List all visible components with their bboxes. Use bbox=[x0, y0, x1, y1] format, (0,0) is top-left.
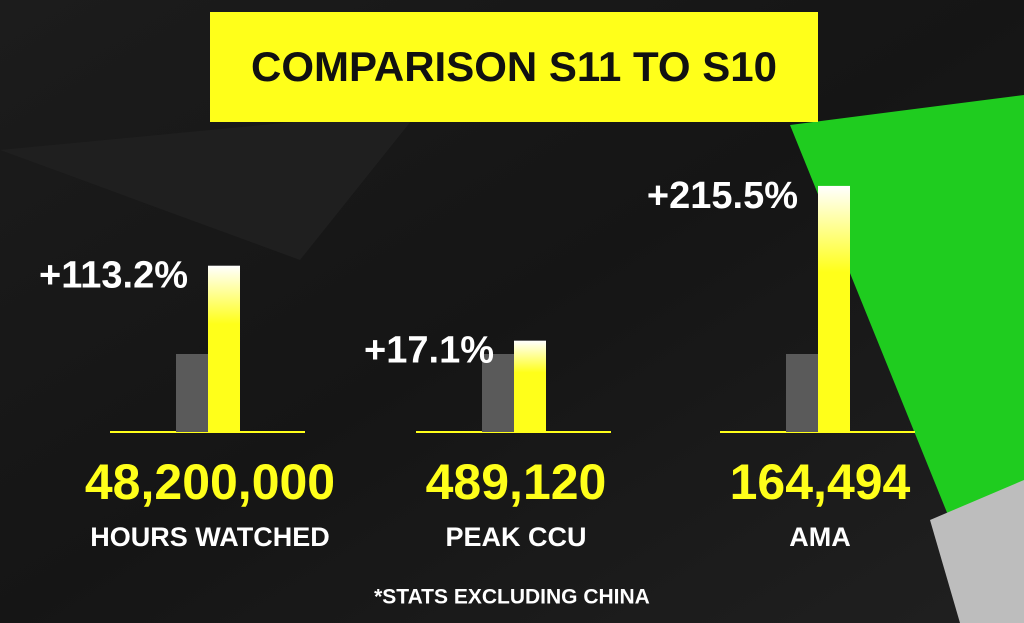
title: COMPARISON S11 TO S10 bbox=[251, 43, 777, 90]
stat-value: 48,200,000 bbox=[85, 454, 335, 510]
change-label: +215.5% bbox=[647, 175, 798, 217]
category-label: AMA bbox=[789, 522, 851, 552]
gray-shape bbox=[930, 480, 1024, 623]
stat-value: 164,494 bbox=[730, 454, 911, 510]
bar bbox=[514, 340, 546, 432]
category-label: PEAK CCU bbox=[445, 522, 586, 552]
s10-bar bbox=[786, 354, 818, 432]
s10-bar bbox=[176, 354, 208, 432]
footnote: *STATS EXCLUDING CHINA bbox=[374, 586, 650, 609]
title-box bbox=[210, 12, 818, 122]
category-label: HOURS WATCHED bbox=[90, 522, 330, 552]
bg-shape bbox=[0, 110, 420, 260]
s10-bar bbox=[482, 354, 514, 432]
change-label: +17.1% bbox=[364, 330, 494, 372]
stat-value: 489,120 bbox=[426, 454, 607, 510]
change-label: +113.2% bbox=[39, 255, 188, 297]
bar bbox=[208, 265, 240, 432]
bar bbox=[818, 185, 850, 432]
